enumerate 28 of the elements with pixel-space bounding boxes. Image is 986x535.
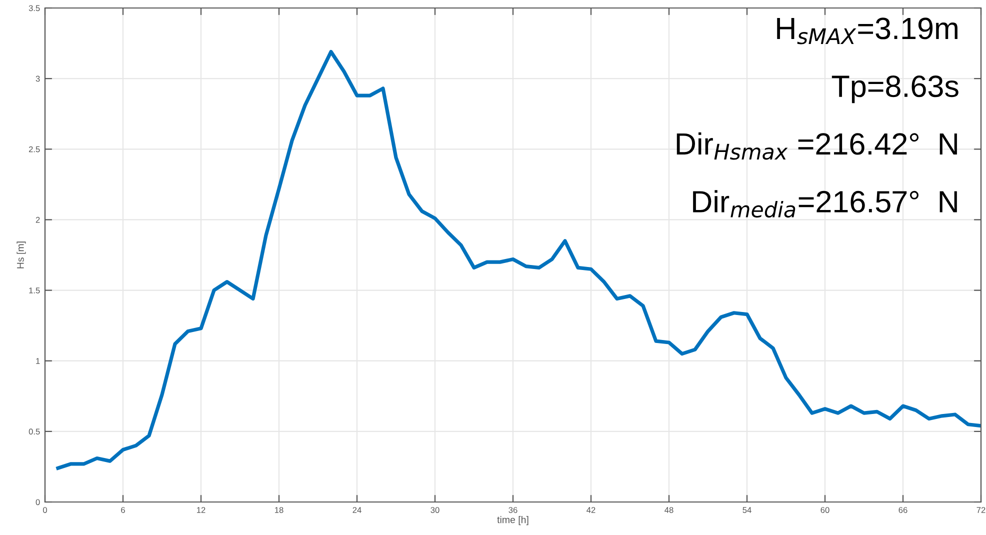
x-tick-label: 72 — [976, 507, 986, 513]
x-tick-label: 60 — [820, 507, 830, 513]
y-tick-label: 2 — [36, 216, 40, 223]
x-tick-label: 24 — [352, 507, 362, 513]
x-tick-label: 36 — [508, 507, 518, 513]
x-tick-label: 18 — [275, 507, 284, 513]
annotation: Dir$_{Hsmax}$ =216.42° N — [676, 132, 957, 160]
x-tick-label: 0 — [43, 507, 47, 513]
x-tick-label: 48 — [664, 507, 674, 513]
x-tick-label: 6 — [121, 507, 125, 513]
annotation: Tp=8.63s — [832, 75, 958, 104]
y-tick-label: 3.5 — [28, 5, 40, 12]
annotation: H$_{sMAX}$=3.19m — [777, 18, 958, 44]
x-tick-label: 12 — [197, 507, 206, 513]
x-tick-label: 54 — [742, 507, 752, 513]
x-tick-label: 42 — [586, 507, 596, 513]
x-axis-title: time [h] — [497, 516, 528, 526]
y-tick-label: 1 — [36, 358, 40, 364]
y-tick-label: 1.5 — [29, 288, 40, 294]
y-tick-label: 0 — [36, 499, 40, 506]
line-series — [56, 50, 981, 470]
y-tick-label: 0.5 — [28, 428, 40, 435]
y-axis-title: Hs [m] — [16, 242, 26, 268]
y-tick-label: 2.5 — [28, 146, 40, 152]
x-tick-label: 30 — [430, 507, 440, 513]
annotation: Dir$_{media}$=216.57° N — [693, 190, 957, 218]
y-tick-label: 3 — [36, 76, 40, 82]
x-tick-label: 66 — [898, 507, 908, 513]
